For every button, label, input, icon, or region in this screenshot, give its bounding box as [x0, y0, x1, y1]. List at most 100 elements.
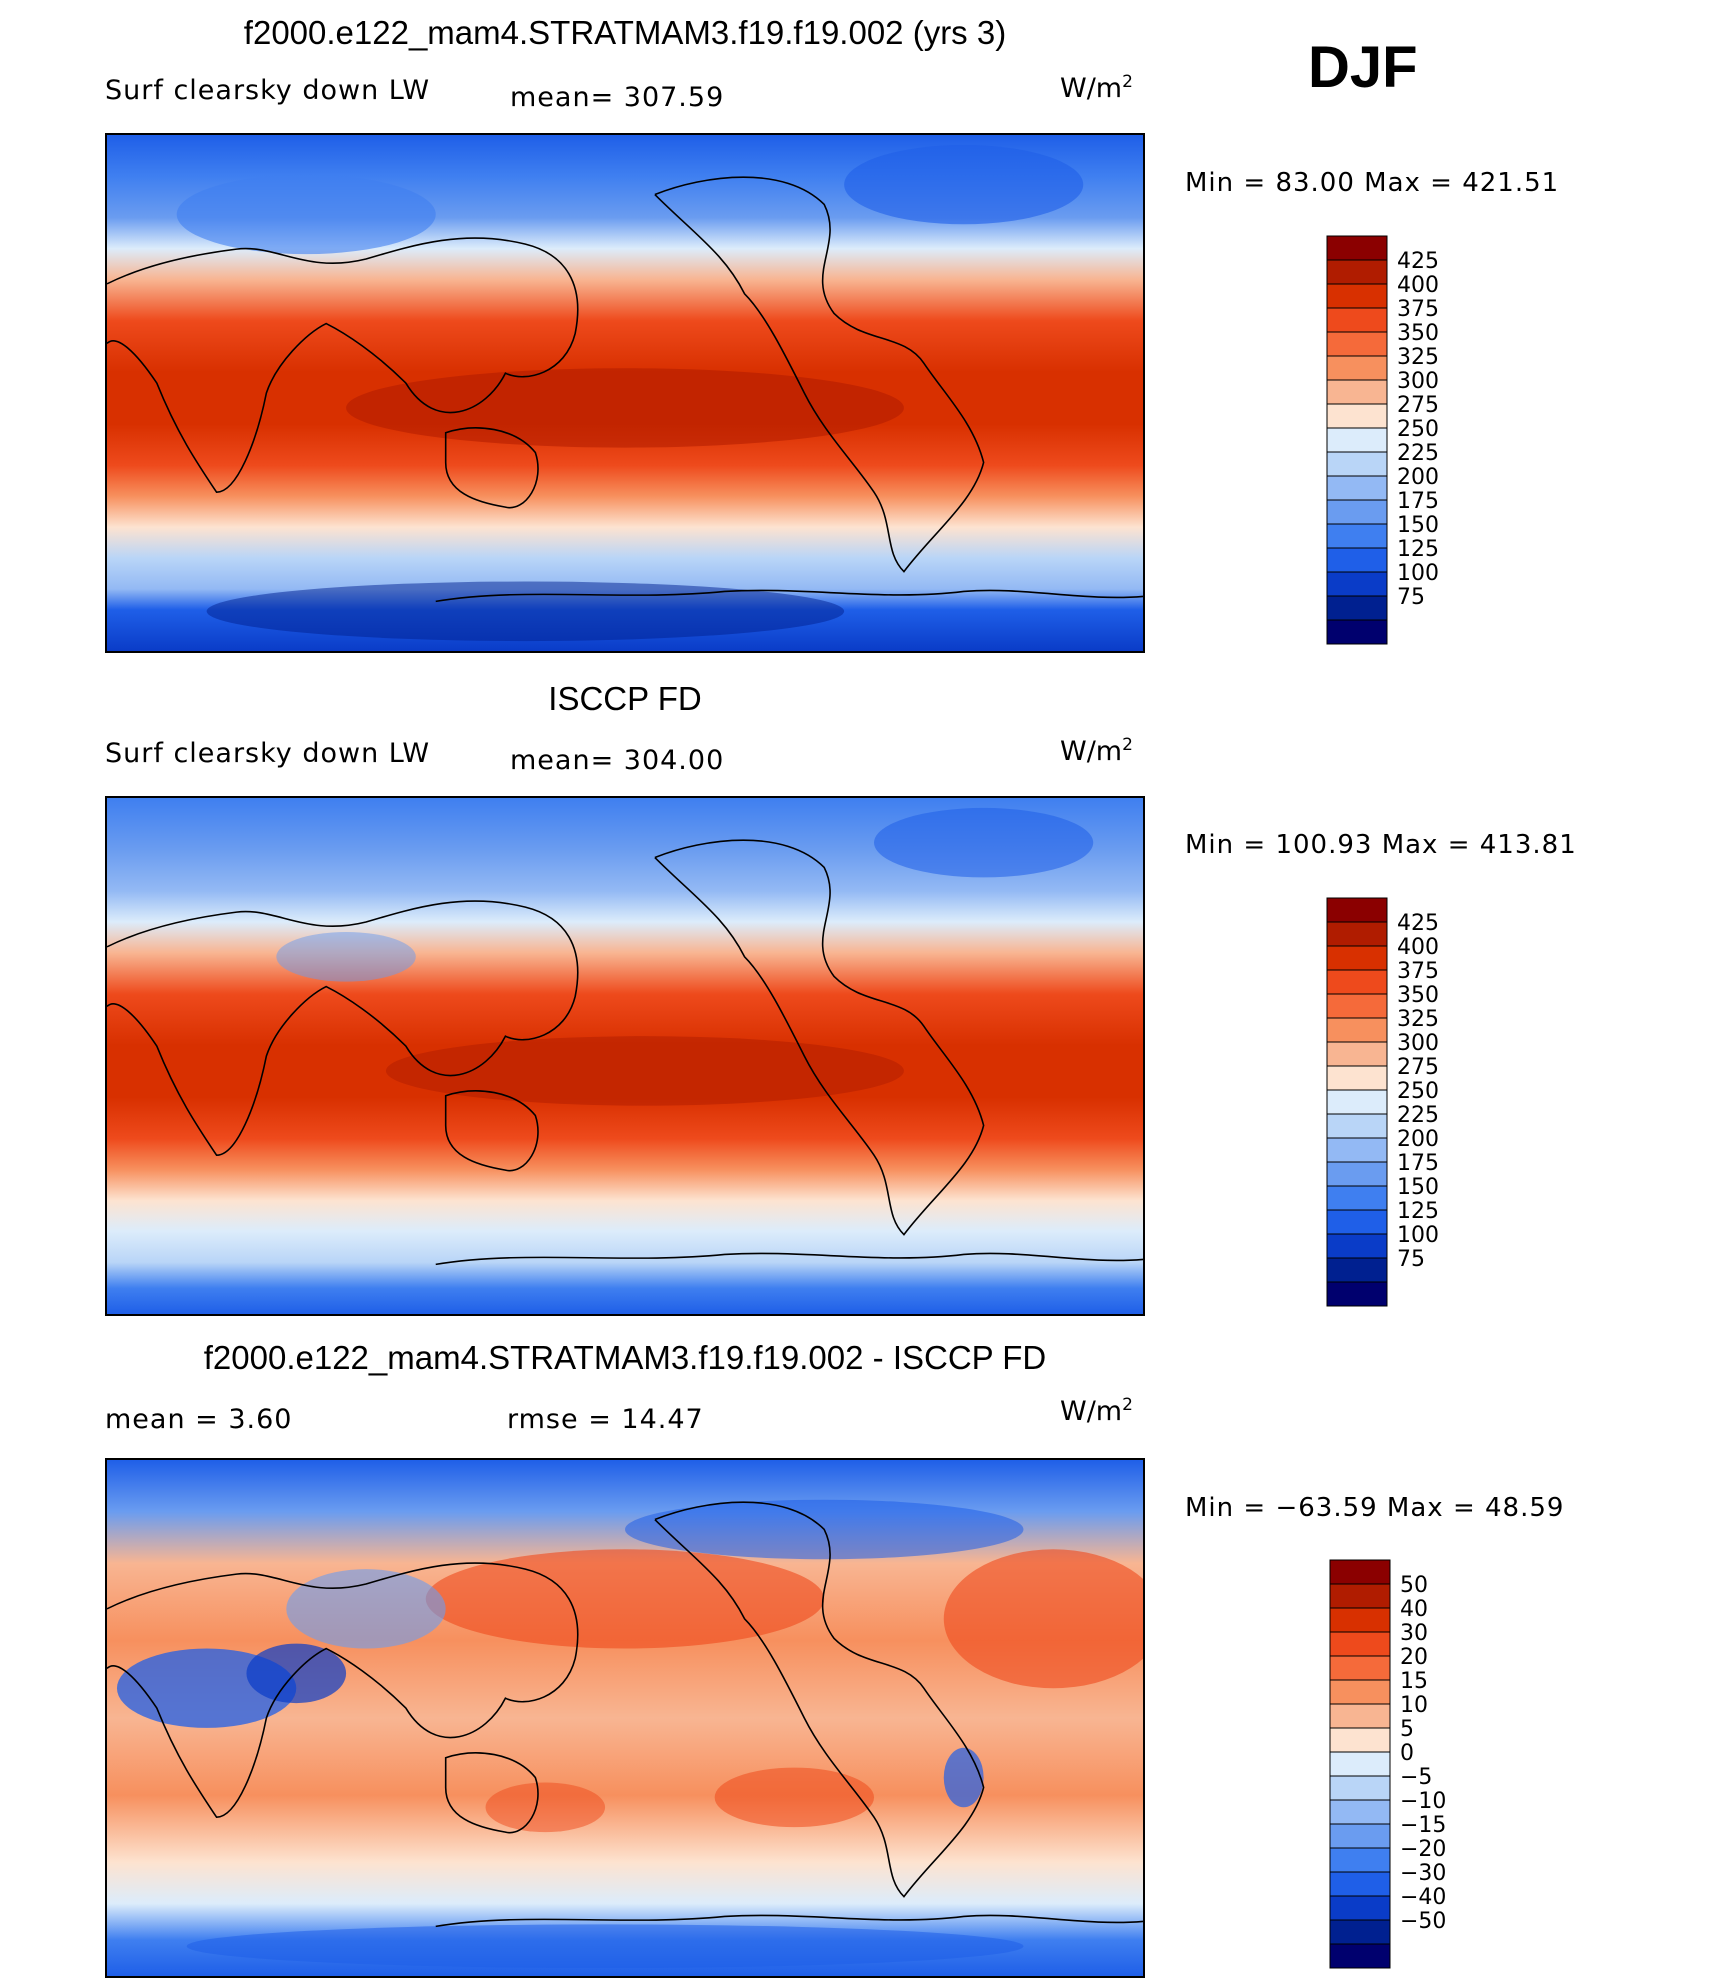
coastlines	[107, 176, 1143, 603]
colorbar-tick-label: 100	[1397, 561, 1439, 586]
units-text: W/m	[1060, 736, 1123, 767]
units-exponent: 2	[1122, 72, 1133, 92]
colorbar-tick-label: 350	[1397, 321, 1439, 346]
colorbar-tick-label: 20	[1400, 1645, 1428, 1670]
colorbar-swatch	[1326, 897, 1388, 923]
colorbar-swatch	[1329, 1799, 1391, 1825]
map-obs	[105, 796, 1145, 1316]
colorbar-tick-label: 375	[1397, 959, 1439, 984]
colorbar-swatch	[1326, 451, 1388, 477]
colorbar-swatch	[1326, 1137, 1388, 1163]
colorbar-model: 425 400 375 350 325 300 275 250 225 200 175 150 125 1…	[1325, 234, 1465, 646]
colorbar-swatch	[1326, 1113, 1388, 1139]
map-model	[105, 133, 1145, 653]
colorbar-tick-label: 200	[1397, 465, 1439, 490]
colorbar-swatch	[1326, 1257, 1388, 1283]
colorbar-tick-label: −30	[1400, 1861, 1446, 1886]
colorbar-tick-label: 325	[1397, 345, 1439, 370]
colorbar-swatch	[1326, 283, 1388, 309]
units-text: W/m	[1060, 1396, 1123, 1427]
mean-label: mean= 307.59	[510, 82, 725, 113]
colorbar-swatch	[1326, 355, 1388, 381]
colorbar-tick-label: 50	[1400, 1573, 1428, 1598]
units-exponent: 2	[1122, 735, 1133, 755]
colorbar-tick-label: −50	[1400, 1909, 1446, 1934]
mean-label: mean= 304.00	[510, 745, 725, 776]
colorbar-swatch	[1329, 1751, 1391, 1777]
colorbar-tick-label: 30	[1400, 1621, 1428, 1646]
colorbar-swatch	[1326, 1281, 1388, 1307]
colorbar-tick-label: 425	[1397, 249, 1439, 274]
colorbar-swatch	[1326, 571, 1388, 597]
colorbar-swatch	[1326, 1209, 1388, 1235]
rmse-label: rmse = 14.47	[507, 1404, 704, 1435]
colorbar-tick-label: 40	[1400, 1597, 1428, 1622]
minmax-label: Min = −63.59 Max = 48.59	[1185, 1493, 1565, 1523]
colorbar-tick-label: 75	[1397, 1247, 1425, 1272]
colorbar-tick-label: 200	[1397, 1127, 1439, 1152]
colorbar-swatch	[1326, 1017, 1388, 1043]
colorbar-tick-label: 275	[1397, 393, 1439, 418]
colorbar-swatch	[1329, 1727, 1391, 1753]
colorbar-swatch	[1326, 1089, 1388, 1115]
colorbar-tick-label: 400	[1397, 935, 1439, 960]
mean-label: mean = 3.60	[105, 1404, 293, 1435]
colorbar-obs-canvas: 4254003753503253002752502252001751501251…	[1326, 897, 1439, 1307]
colorbar-tick-label: 400	[1397, 273, 1439, 298]
colorbar-swatch	[1329, 1847, 1391, 1873]
colorbar-swatch	[1326, 379, 1388, 405]
colorbar-tick-label: 300	[1397, 1031, 1439, 1056]
colorbar-swatch	[1326, 1233, 1388, 1259]
colorbar-swatch	[1326, 1161, 1388, 1187]
colorbar-swatch	[1326, 1185, 1388, 1211]
colorbar-tick-label: 225	[1397, 1103, 1439, 1128]
colorbar-tick-label: 10	[1400, 1693, 1428, 1718]
colorbar-tick-label: 250	[1397, 417, 1439, 442]
panel-title: f2000.e122_mam4.STRATMAM3.f19.f19.002 - …	[203, 1339, 1047, 1376]
colorbar-tick-label: 175	[1397, 1151, 1439, 1176]
colorbar-swatch	[1326, 619, 1388, 645]
colorbar-swatch	[1329, 1583, 1391, 1609]
colorbar-swatch	[1329, 1943, 1391, 1969]
colorbar-swatch	[1326, 595, 1388, 621]
colorbar-swatch	[1326, 1041, 1388, 1067]
colorbar-tick-label: −40	[1400, 1885, 1446, 1910]
colorbar-swatch	[1329, 1775, 1391, 1801]
minmax-label: Min = 100.93 Max = 413.81	[1185, 830, 1577, 860]
colorbar-tick-label: 425	[1397, 911, 1439, 936]
colorbar-swatch	[1326, 993, 1388, 1019]
colorbar-swatch	[1326, 403, 1388, 429]
colorbar-swatch	[1329, 1631, 1391, 1657]
colorbar-tick-label: −15	[1400, 1813, 1446, 1838]
units-text: W/m	[1060, 73, 1123, 104]
map-model-canvas	[107, 135, 1143, 651]
colorbar-swatch	[1326, 475, 1388, 501]
colorbar-swatch	[1329, 1655, 1391, 1681]
colorbar-swatch	[1326, 331, 1388, 357]
colorbar-tick-label: 15	[1400, 1669, 1428, 1694]
map-diff-canvas	[107, 1460, 1143, 1976]
colorbar-tick-label: −10	[1400, 1789, 1446, 1814]
colorbar-tick-label: 0	[1400, 1741, 1414, 1766]
units-label: W/m2	[1060, 735, 1133, 767]
colorbar-tick-label: −5	[1400, 1765, 1432, 1790]
colorbar-tick-label: 75	[1397, 585, 1425, 610]
colorbar-tick-label: 125	[1397, 1199, 1439, 1224]
units-label: W/m2	[1060, 72, 1133, 104]
colorbar-tick-label: 275	[1397, 1055, 1439, 1080]
colorbar-tick-label: 250	[1397, 1079, 1439, 1104]
colorbar-swatch	[1326, 523, 1388, 549]
panel-title: f2000.e122_mam4.STRATMAM3.f19.f19.002 (y…	[243, 14, 1007, 51]
map-diff	[105, 1458, 1145, 1978]
colorbar-tick-label: −20	[1400, 1837, 1446, 1862]
coastlines	[107, 839, 1143, 1266]
colorbar-swatch	[1329, 1679, 1391, 1705]
colorbar-swatch	[1329, 1607, 1391, 1633]
colorbar-swatch	[1329, 1871, 1391, 1897]
coastlines	[107, 1501, 1143, 1928]
colorbar-tick-label: 300	[1397, 369, 1439, 394]
colorbar-tick-label: 125	[1397, 537, 1439, 562]
colorbar-swatch	[1326, 547, 1388, 573]
colorbar-tick-label: 325	[1397, 1007, 1439, 1032]
